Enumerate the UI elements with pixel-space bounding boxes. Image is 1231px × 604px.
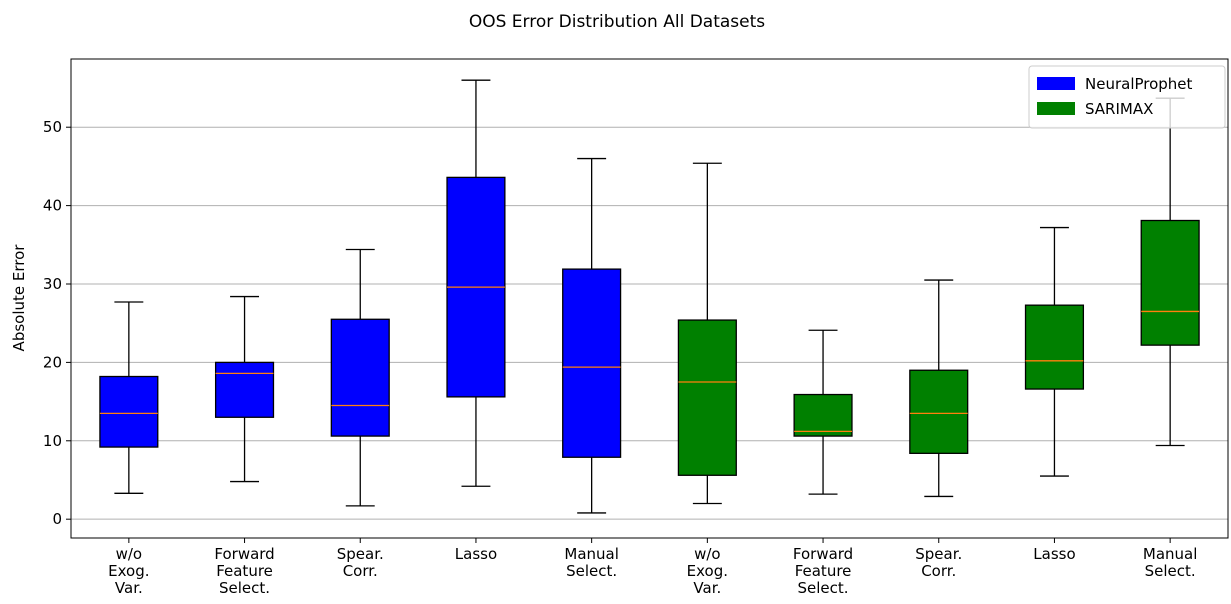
box [1140, 219, 1200, 346]
x-tick-label: Manual Select. [564, 545, 619, 580]
x-tick-label: w/o Exog. Var. [687, 545, 728, 597]
chart-title: OOS Error Distribution All Datasets [469, 12, 765, 32]
legend-frame [1028, 65, 1226, 129]
plot-frame [70, 58, 1229, 539]
box [214, 361, 275, 418]
box [1024, 304, 1085, 390]
y-tick-label: 10 [43, 432, 62, 450]
box [909, 369, 969, 454]
y-axis-label: Absolute Error [10, 244, 28, 352]
legend-label: SARIMAX [1085, 100, 1153, 118]
x-tick-label: w/o Exog. Var. [108, 545, 149, 597]
y-tick-label: 20 [43, 353, 62, 371]
box [677, 319, 737, 476]
box [562, 268, 622, 458]
box [793, 393, 853, 437]
x-tick-label: Manual Select. [1143, 545, 1198, 580]
box [330, 318, 390, 437]
x-tick-label: Lasso [1033, 545, 1075, 563]
y-tick-label: 30 [43, 275, 62, 293]
y-tick-label: 50 [43, 118, 62, 136]
legend-label: NeuralProphet [1085, 75, 1193, 93]
x-tick-label: Forward Feature Select. [793, 545, 853, 597]
x-tick-label: Spear. Corr. [915, 545, 962, 580]
x-tick-label: Spear. Corr. [337, 545, 384, 580]
legend-swatch [1037, 77, 1075, 90]
x-tick-label: Forward Feature Select. [214, 545, 274, 597]
box [99, 375, 159, 448]
y-tick-label: 40 [43, 197, 62, 215]
legend-swatch [1037, 102, 1075, 115]
x-tick-label: Lasso [455, 545, 497, 563]
y-tick-label: 0 [52, 510, 62, 528]
